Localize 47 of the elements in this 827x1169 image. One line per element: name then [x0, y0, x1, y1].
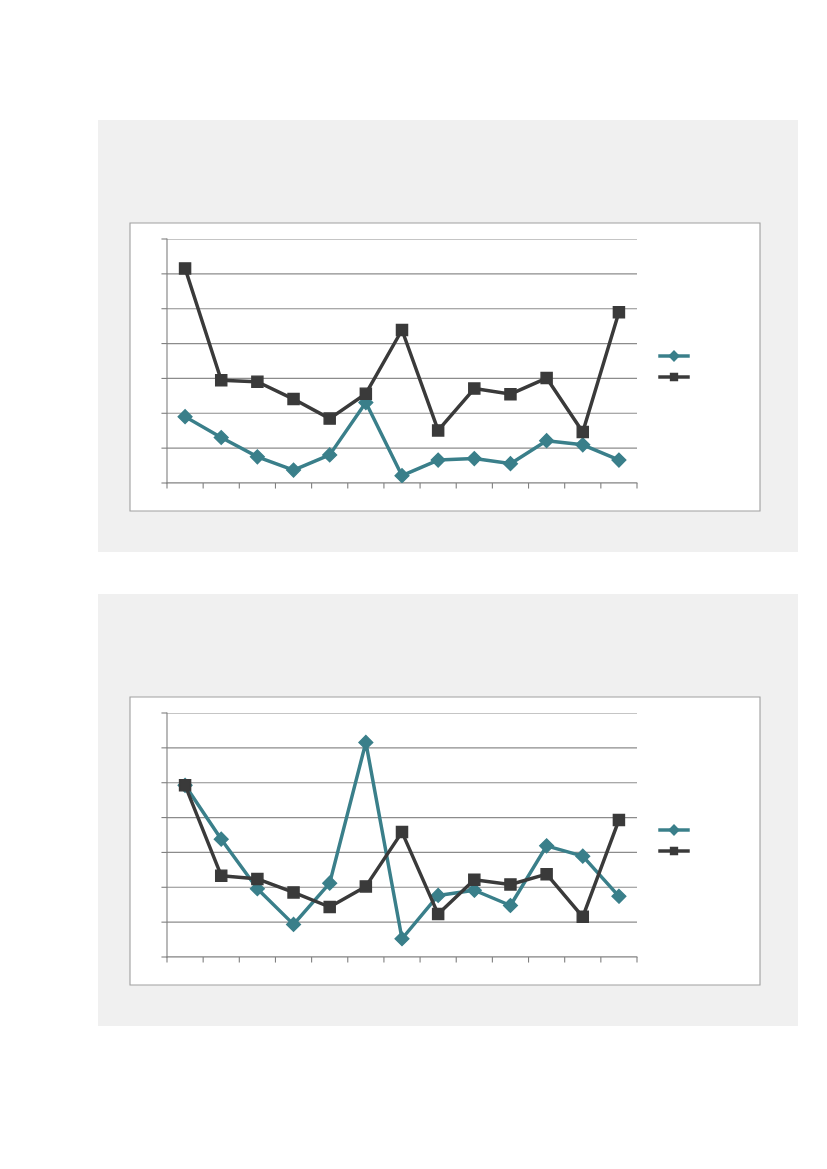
point [468, 873, 481, 886]
point [251, 375, 264, 388]
point [323, 412, 336, 425]
point [394, 931, 410, 947]
point [358, 734, 374, 750]
point [249, 449, 265, 465]
point [287, 886, 300, 899]
point [468, 382, 481, 395]
point [213, 429, 229, 446]
point [395, 323, 409, 337]
point [502, 456, 519, 472]
point [285, 462, 302, 478]
point [431, 907, 445, 921]
point [322, 875, 338, 891]
point [214, 373, 228, 387]
point [359, 387, 373, 400]
point [177, 409, 193, 425]
point [575, 437, 591, 453]
point [539, 433, 555, 449]
point [612, 813, 626, 827]
point [214, 869, 228, 882]
point [576, 910, 590, 924]
point [395, 825, 409, 839]
point [504, 878, 517, 891]
point [504, 387, 517, 401]
point [285, 916, 302, 932]
point [575, 848, 591, 864]
point [213, 831, 229, 847]
point [430, 887, 446, 903]
point [323, 900, 336, 914]
point [322, 447, 338, 463]
point [611, 888, 627, 904]
point [502, 897, 519, 914]
point [251, 872, 264, 886]
point [612, 305, 626, 319]
point [540, 867, 553, 881]
point [178, 262, 192, 275]
point [359, 880, 373, 893]
point [394, 468, 410, 483]
point [539, 838, 555, 854]
point [287, 392, 300, 406]
point [431, 424, 445, 437]
point [540, 371, 553, 385]
point [576, 425, 590, 439]
point [430, 452, 446, 468]
point [611, 452, 627, 468]
point [466, 450, 482, 467]
